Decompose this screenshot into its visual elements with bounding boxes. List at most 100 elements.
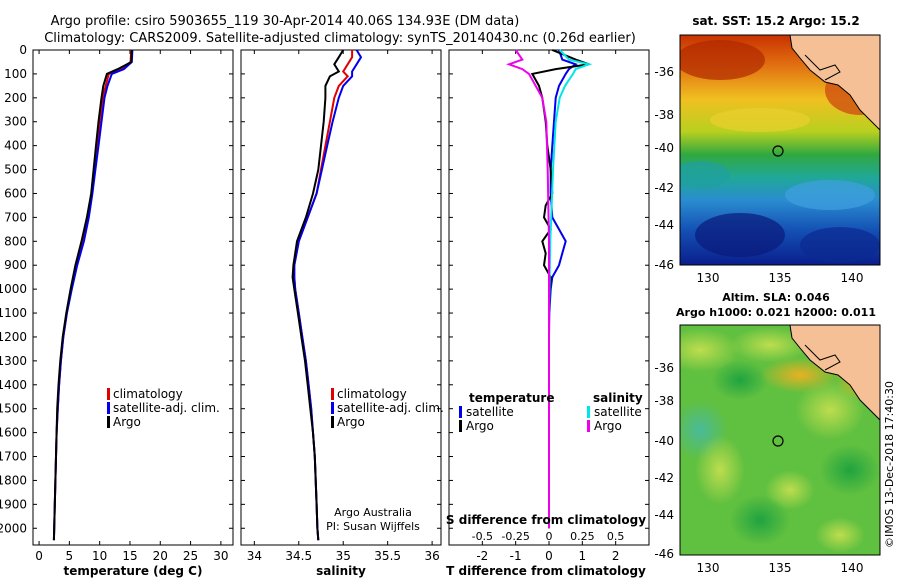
x-tick-label: -1 xyxy=(510,549,522,563)
sla-y-ticks: -36 -38 -40 -42 -44 -46 xyxy=(654,361,674,561)
sst-map-title: sat. SST: 15.2 Argo: 15.2 xyxy=(692,14,859,28)
sst-x-ticks: 130 135 140 xyxy=(697,271,864,285)
depth-tick-label: 1200 xyxy=(0,330,27,344)
legend-swatch xyxy=(331,388,334,400)
x-tick-label: 36 xyxy=(424,549,439,563)
depth-tick-label: 700 xyxy=(4,210,27,224)
sla-x-ticks: 130 135 140 xyxy=(697,561,864,575)
footer-stamp: ©IMOS 13-Dec-2018 17:40:30 xyxy=(883,381,896,548)
sla-x-tick: 135 xyxy=(769,561,792,575)
sla-y-tick: -38 xyxy=(654,394,674,408)
sla-x-tick: 140 xyxy=(841,561,864,575)
depth-tick-label: 1900 xyxy=(0,497,27,511)
legend-label: satellite xyxy=(466,405,514,419)
depth-tick-label: 600 xyxy=(4,186,27,200)
series-line xyxy=(293,49,363,541)
depth-tick-label: 1400 xyxy=(0,378,27,392)
series-line xyxy=(530,49,590,529)
legend-header: salinity xyxy=(593,391,643,405)
depth-axis: 0 100 200 300 400 500 600 700 800 900 1000 1100 1200… xyxy=(0,43,233,535)
series-line xyxy=(52,49,134,541)
legend-swatch xyxy=(331,402,334,414)
sla-y-tick: -40 xyxy=(654,434,674,448)
difference-legend: temperature salinitysatelliteArgosatellit… xyxy=(459,391,643,433)
depth-tick-label: 1800 xyxy=(0,473,27,487)
sla-argo-marker xyxy=(772,435,784,447)
legend-swatch xyxy=(331,416,334,428)
depth-tick-label: 200 xyxy=(4,91,27,105)
sst-x-tick: 130 xyxy=(697,271,720,285)
sst-x-tick: 135 xyxy=(769,271,792,285)
sst-y-tick: -46 xyxy=(654,258,674,272)
x-tick-label: 30 xyxy=(213,549,228,563)
legend-swatch xyxy=(459,406,462,418)
salinity-panel: 34 34.5 35 35.5 36 salinity climatologysatel… xyxy=(240,49,444,578)
difference-x-axis: -2 -1 0 1 2 xyxy=(476,50,619,563)
depth-tick-label: 900 xyxy=(4,258,27,272)
top-tick-label: 0.5 xyxy=(607,530,625,543)
legend-label: Argo xyxy=(113,415,141,429)
x-tick-label: -2 xyxy=(476,549,488,563)
x-tick-label: 35 xyxy=(336,549,351,563)
difference-top-axis: -0.5 -0.25 0 0.25 0.5 xyxy=(472,530,625,543)
x-tick-label: 1 xyxy=(579,549,587,563)
legend-label: Argo xyxy=(594,419,622,433)
legend-swatch xyxy=(587,420,590,432)
depth-tick-label: 400 xyxy=(4,139,27,153)
series-line xyxy=(548,49,593,529)
x-tick-label: 34.5 xyxy=(285,549,312,563)
depth-tick-label: 1700 xyxy=(0,450,27,464)
sla-x-tick: 130 xyxy=(697,561,720,575)
x-tick-label: 10 xyxy=(92,549,107,563)
legend-swatch xyxy=(107,402,110,414)
sst-y-tick: -38 xyxy=(654,108,674,122)
sst-map: sat. SST: 15.2 Argo: 15.2 130 135 140 -3… xyxy=(654,14,881,285)
legend-label: Argo xyxy=(466,419,494,433)
depth-tick-label: 100 xyxy=(4,67,27,81)
x-tick-label: 2 xyxy=(612,549,620,563)
sla-y-tick: -36 xyxy=(654,361,674,375)
sla-map-title-2: Argo h1000: 0.021 h2000: 0.011 xyxy=(676,306,876,319)
top-tick-label: 0.25 xyxy=(570,530,595,543)
depth-tick-label: 2000 xyxy=(0,521,27,535)
top-tick-label: -0.25 xyxy=(501,530,529,543)
x-tick-label: 35.5 xyxy=(374,549,401,563)
series-line xyxy=(506,49,550,529)
sla-map-title-1: Altim. SLA: 0.046 xyxy=(722,291,830,304)
legend-label: satellite-adj. clim. xyxy=(337,401,444,415)
sst-coastline xyxy=(690,35,880,131)
sla-map-frame xyxy=(679,324,881,556)
legend-label: climatology xyxy=(113,387,183,401)
sst-y-tick: -40 xyxy=(654,141,674,155)
x-tick-label: 0 xyxy=(545,549,553,563)
temperature-lines xyxy=(52,49,134,541)
legend-swatch xyxy=(459,420,462,432)
difference-top-label: S difference from climatology xyxy=(446,513,646,527)
depth-tick-label: 300 xyxy=(4,115,27,129)
difference-lines xyxy=(506,49,593,529)
salinity-axes-frame xyxy=(240,49,442,546)
sla-map: Altim. SLA: 0.046 Argo h1000: 0.021 h200… xyxy=(654,291,881,575)
x-tick-label: 5 xyxy=(66,549,74,563)
sst-y-tick: -42 xyxy=(654,181,674,195)
top-tick-label: 0 xyxy=(546,530,553,543)
depth-tick-label: 1500 xyxy=(0,402,27,416)
depth-tick-label: 1300 xyxy=(0,354,27,368)
legend-swatch xyxy=(107,388,110,400)
salinity-x-label: salinity xyxy=(316,564,366,578)
sla-y-tick: -44 xyxy=(654,508,674,522)
header-line-2: Climatology: CARS2009. Satellite-adjuste… xyxy=(44,31,636,46)
x-tick-label: 25 xyxy=(183,549,198,563)
legend-label: climatology xyxy=(337,387,407,401)
sst-y-tick: -44 xyxy=(654,218,674,232)
x-tick-label: 15 xyxy=(122,549,137,563)
sst-argo-marker xyxy=(772,145,784,157)
legend-label: Argo xyxy=(337,415,365,429)
temperature-axes-frame xyxy=(32,49,234,546)
legend-label: satellite-adj. clim. xyxy=(113,401,220,415)
credit-line-2: PI: Susan Wijffels xyxy=(326,520,420,533)
sst-x-tick: 140 xyxy=(841,271,864,285)
